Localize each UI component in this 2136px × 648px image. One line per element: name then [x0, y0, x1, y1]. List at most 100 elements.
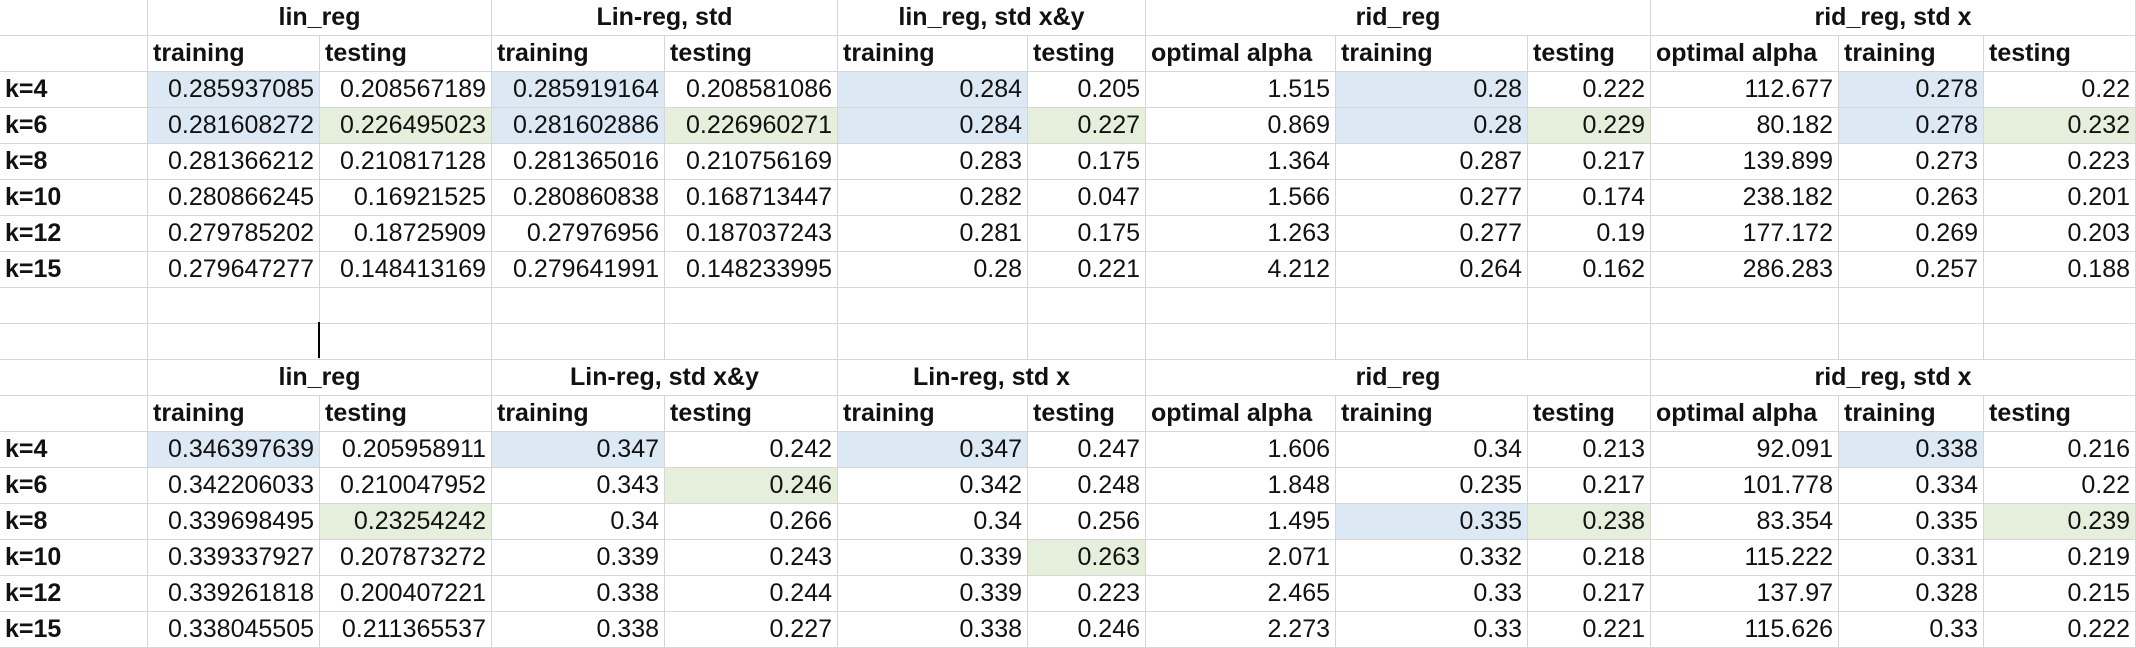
data-cell[interactable]: 0.339 [838, 576, 1028, 612]
row-label[interactable]: k=4 [0, 72, 148, 108]
data-cell[interactable]: 0.23254242 [320, 504, 492, 540]
data-cell[interactable]: 0.226495023 [320, 108, 492, 144]
data-cell[interactable]: 0.239 [1984, 504, 2136, 540]
empty-cell[interactable] [1528, 288, 1651, 324]
data-cell[interactable]: 115.222 [1651, 540, 1839, 576]
column-header[interactable]: testing [665, 36, 838, 72]
group-header[interactable]: rid_reg [1146, 0, 1651, 36]
data-cell[interactable]: 0.280860838 [492, 180, 665, 216]
data-cell[interactable]: 101.778 [1651, 468, 1839, 504]
data-cell[interactable]: 0.34 [1336, 432, 1528, 468]
data-cell[interactable]: 0.287 [1336, 144, 1528, 180]
column-header[interactable]: testing [1028, 36, 1146, 72]
data-cell[interactable]: 0.247 [1028, 432, 1146, 468]
data-cell[interactable]: 0.869 [1146, 108, 1336, 144]
data-cell[interactable]: 1.848 [1146, 468, 1336, 504]
column-header[interactable]: testing [320, 36, 492, 72]
group-header[interactable]: Lin-reg, std x&y [492, 360, 838, 396]
data-cell[interactable]: 0.174 [1528, 180, 1651, 216]
empty-cell[interactable] [665, 288, 838, 324]
data-cell[interactable]: 0.263 [1028, 540, 1146, 576]
row-label[interactable]: k=15 [0, 612, 148, 648]
empty-cell[interactable] [1839, 288, 1984, 324]
empty-cell[interactable] [492, 288, 665, 324]
row-label[interactable]: k=8 [0, 504, 148, 540]
group-header[interactable]: Lin-reg, std x [838, 360, 1146, 396]
corner-cell[interactable] [0, 0, 148, 36]
data-cell[interactable]: 1.495 [1146, 504, 1336, 540]
data-cell[interactable]: 4.212 [1146, 252, 1336, 288]
data-cell[interactable]: 0.285937085 [148, 72, 320, 108]
group-header[interactable]: Lin-reg, std [492, 0, 838, 36]
empty-cell[interactable] [1336, 288, 1528, 324]
data-cell[interactable]: 137.97 [1651, 576, 1839, 612]
column-header[interactable]: optimal alpha [1651, 36, 1839, 72]
data-cell[interactable]: 0.266 [665, 504, 838, 540]
data-cell[interactable]: 0.232 [1984, 108, 2136, 144]
data-cell[interactable]: 0.148233995 [665, 252, 838, 288]
row-label[interactable]: k=12 [0, 576, 148, 612]
column-header[interactable]: training [148, 396, 320, 432]
data-cell[interactable]: 0.208581086 [665, 72, 838, 108]
column-header[interactable]: training [1336, 396, 1528, 432]
data-cell[interactable]: 0.339 [492, 540, 665, 576]
data-cell[interactable]: 83.354 [1651, 504, 1839, 540]
column-header[interactable]: training [1336, 36, 1528, 72]
column-header[interactable]: testing [665, 396, 838, 432]
data-cell[interactable]: 0.339261818 [148, 576, 320, 612]
data-cell[interactable]: 0.22 [1984, 72, 2136, 108]
data-cell[interactable]: 0.162 [1528, 252, 1651, 288]
data-cell[interactable]: 0.047 [1028, 180, 1146, 216]
empty-cell[interactable] [1984, 324, 2136, 360]
empty-cell[interactable] [1984, 288, 2136, 324]
data-cell[interactable]: 0.285919164 [492, 72, 665, 108]
data-cell[interactable]: 0.203 [1984, 216, 2136, 252]
data-cell[interactable]: 0.221 [1028, 252, 1146, 288]
data-cell[interactable]: 0.226960271 [665, 108, 838, 144]
data-cell[interactable]: 0.328 [1839, 576, 1984, 612]
data-cell[interactable]: 2.071 [1146, 540, 1336, 576]
data-cell[interactable]: 0.277 [1336, 216, 1528, 252]
data-cell[interactable]: 0.175 [1028, 144, 1146, 180]
column-header[interactable]: training [492, 36, 665, 72]
data-cell[interactable]: 0.279647277 [148, 252, 320, 288]
data-cell[interactable]: 0.34 [838, 504, 1028, 540]
data-cell[interactable]: 0.211365537 [320, 612, 492, 648]
data-cell[interactable]: 0.284 [838, 108, 1028, 144]
data-cell[interactable]: 0.283 [838, 144, 1028, 180]
data-cell[interactable]: 0.279641991 [492, 252, 665, 288]
column-header[interactable]: testing [1984, 36, 2136, 72]
data-cell[interactable]: 0.339698495 [148, 504, 320, 540]
data-cell[interactable]: 0.257 [1839, 252, 1984, 288]
row-label[interactable]: k=8 [0, 144, 148, 180]
data-cell[interactable]: 0.208567189 [320, 72, 492, 108]
column-header[interactable]: testing [1528, 36, 1651, 72]
row-label[interactable]: k=12 [0, 216, 148, 252]
data-cell[interactable]: 0.219 [1984, 540, 2136, 576]
empty-cell[interactable] [1336, 324, 1528, 360]
row-label[interactable]: k=10 [0, 180, 148, 216]
data-cell[interactable]: 0.282 [838, 180, 1028, 216]
data-cell[interactable]: 2.273 [1146, 612, 1336, 648]
data-cell[interactable]: 0.242 [665, 432, 838, 468]
data-cell[interactable]: 286.283 [1651, 252, 1839, 288]
data-cell[interactable]: 238.182 [1651, 180, 1839, 216]
data-cell[interactable]: 0.248 [1028, 468, 1146, 504]
data-cell[interactable]: 0.342 [838, 468, 1028, 504]
data-cell[interactable]: 0.264 [1336, 252, 1528, 288]
data-cell[interactable]: 0.200407221 [320, 576, 492, 612]
data-cell[interactable]: 0.223 [1028, 576, 1146, 612]
data-cell[interactable]: 0.269 [1839, 216, 1984, 252]
data-cell[interactable]: 0.210756169 [665, 144, 838, 180]
empty-cell[interactable] [320, 288, 492, 324]
data-cell[interactable]: 0.227 [1028, 108, 1146, 144]
data-cell[interactable]: 0.338 [492, 576, 665, 612]
data-cell[interactable]: 0.222 [1984, 612, 2136, 648]
data-cell[interactable]: 0.213 [1528, 432, 1651, 468]
data-cell[interactable]: 0.16921525 [320, 180, 492, 216]
data-cell[interactable]: 1.606 [1146, 432, 1336, 468]
data-cell[interactable]: 0.347 [838, 432, 1028, 468]
data-cell[interactable]: 0.218 [1528, 540, 1651, 576]
data-cell[interactable]: 0.284 [838, 72, 1028, 108]
data-cell[interactable]: 0.33 [1336, 612, 1528, 648]
